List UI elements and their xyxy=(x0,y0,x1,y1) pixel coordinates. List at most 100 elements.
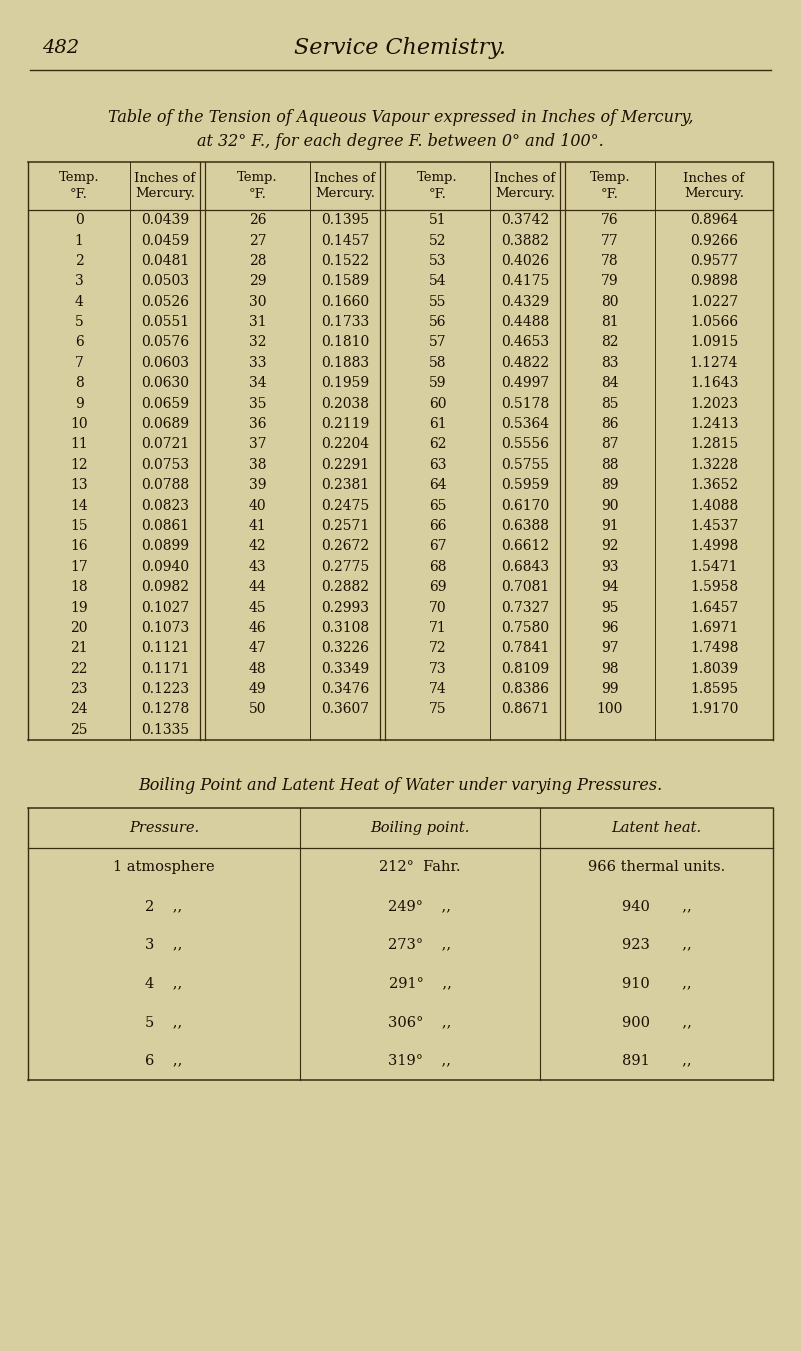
Text: 0.0659: 0.0659 xyxy=(141,397,189,411)
Text: 10: 10 xyxy=(70,417,88,431)
Text: 78: 78 xyxy=(602,254,619,267)
Text: 4    ,,: 4 ,, xyxy=(145,977,183,990)
Text: 51: 51 xyxy=(429,213,446,227)
Text: 0.1959: 0.1959 xyxy=(321,377,369,390)
Text: 19: 19 xyxy=(70,600,88,615)
Text: 3: 3 xyxy=(74,274,83,288)
Text: 1.6457: 1.6457 xyxy=(690,600,739,615)
Text: 0.0899: 0.0899 xyxy=(141,539,189,554)
Text: 923       ,,: 923 ,, xyxy=(622,938,691,951)
Text: 25: 25 xyxy=(70,723,88,736)
Text: 100: 100 xyxy=(597,703,623,716)
Text: 20: 20 xyxy=(70,621,88,635)
Text: 1.0227: 1.0227 xyxy=(690,295,739,309)
Text: 35: 35 xyxy=(249,397,266,411)
Text: 36: 36 xyxy=(249,417,266,431)
Text: 0.0689: 0.0689 xyxy=(141,417,189,431)
Text: 84: 84 xyxy=(602,377,619,390)
Text: 34: 34 xyxy=(248,377,266,390)
Text: 0.2381: 0.2381 xyxy=(321,478,369,492)
Text: 0.4329: 0.4329 xyxy=(501,295,549,309)
Text: 0.8964: 0.8964 xyxy=(690,213,738,227)
Text: 0.0551: 0.0551 xyxy=(141,315,189,330)
Text: Boiling point.: Boiling point. xyxy=(370,821,469,835)
Text: 95: 95 xyxy=(602,600,618,615)
Text: 29: 29 xyxy=(249,274,266,288)
Text: 0.3882: 0.3882 xyxy=(501,234,549,247)
Text: 4: 4 xyxy=(74,295,83,309)
Text: 0.0753: 0.0753 xyxy=(141,458,189,471)
Text: 56: 56 xyxy=(429,315,446,330)
Text: Mercury.: Mercury. xyxy=(315,188,375,200)
Text: 38: 38 xyxy=(249,458,266,471)
Text: 49: 49 xyxy=(248,682,266,696)
Text: 319°    ,,: 319° ,, xyxy=(388,1054,452,1067)
Text: 90: 90 xyxy=(602,499,618,512)
Text: 62: 62 xyxy=(429,438,446,451)
Text: 0.0503: 0.0503 xyxy=(141,274,189,288)
Text: 0.1395: 0.1395 xyxy=(321,213,369,227)
Text: 2    ,,: 2 ,, xyxy=(145,898,183,913)
Text: Service Chemistry.: Service Chemistry. xyxy=(295,36,506,59)
Text: 0.2775: 0.2775 xyxy=(321,559,369,574)
Text: 44: 44 xyxy=(248,580,267,594)
Text: Latent heat.: Latent heat. xyxy=(611,821,702,835)
Text: 24: 24 xyxy=(70,703,88,716)
Text: 7: 7 xyxy=(74,355,83,370)
Text: 0.2204: 0.2204 xyxy=(321,438,369,451)
Text: °F.: °F. xyxy=(601,188,619,200)
Text: 0.6388: 0.6388 xyxy=(501,519,549,532)
Text: 21: 21 xyxy=(70,642,88,655)
Text: 1.2023: 1.2023 xyxy=(690,397,738,411)
Text: 97: 97 xyxy=(602,642,619,655)
Text: 0.2119: 0.2119 xyxy=(321,417,369,431)
Text: 16: 16 xyxy=(70,539,88,554)
Text: Inches of: Inches of xyxy=(683,172,745,185)
Text: 0.3742: 0.3742 xyxy=(501,213,549,227)
Text: 82: 82 xyxy=(602,335,618,350)
Text: 0.5364: 0.5364 xyxy=(501,417,549,431)
Text: 0.1457: 0.1457 xyxy=(321,234,369,247)
Text: 45: 45 xyxy=(248,600,266,615)
Text: 0.9898: 0.9898 xyxy=(690,274,738,288)
Text: 0.7327: 0.7327 xyxy=(501,600,549,615)
Text: 0.7081: 0.7081 xyxy=(501,580,549,594)
Text: 33: 33 xyxy=(249,355,266,370)
Text: Boiling Point and Latent Heat of Water under varying Pressures.: Boiling Point and Latent Heat of Water u… xyxy=(139,777,662,793)
Text: 291°    ,,: 291° ,, xyxy=(388,977,452,990)
Text: 0.5959: 0.5959 xyxy=(501,478,549,492)
Text: 0.5755: 0.5755 xyxy=(501,458,549,471)
Text: 43: 43 xyxy=(248,559,266,574)
Text: 0.9577: 0.9577 xyxy=(690,254,739,267)
Text: 0.3349: 0.3349 xyxy=(321,662,369,676)
Text: 0.1027: 0.1027 xyxy=(141,600,189,615)
Text: 1.5471: 1.5471 xyxy=(690,559,739,574)
Text: 17: 17 xyxy=(70,559,88,574)
Text: 0.0439: 0.0439 xyxy=(141,213,189,227)
Text: 39: 39 xyxy=(249,478,266,492)
Text: 306°    ,,: 306° ,, xyxy=(388,1015,452,1029)
Text: 81: 81 xyxy=(602,315,619,330)
Text: 900       ,,: 900 ,, xyxy=(622,1015,691,1029)
Text: 91: 91 xyxy=(602,519,619,532)
Text: 0.4653: 0.4653 xyxy=(501,335,549,350)
Text: 0.8671: 0.8671 xyxy=(501,703,549,716)
Text: 80: 80 xyxy=(602,295,618,309)
Text: 1.0915: 1.0915 xyxy=(690,335,739,350)
Text: 0.0576: 0.0576 xyxy=(141,335,189,350)
Text: 5    ,,: 5 ,, xyxy=(145,1015,183,1029)
Text: 273°    ,,: 273° ,, xyxy=(388,938,452,951)
Text: 48: 48 xyxy=(248,662,266,676)
Text: 28: 28 xyxy=(249,254,266,267)
Text: 71: 71 xyxy=(429,621,446,635)
Text: Inches of: Inches of xyxy=(314,172,376,185)
Text: 0.4026: 0.4026 xyxy=(501,254,549,267)
Text: 0.9266: 0.9266 xyxy=(690,234,738,247)
Text: 73: 73 xyxy=(429,662,446,676)
Text: 3    ,,: 3 ,, xyxy=(145,938,183,951)
Text: 11: 11 xyxy=(70,438,88,451)
Text: 0.1171: 0.1171 xyxy=(141,662,189,676)
Text: 31: 31 xyxy=(248,315,266,330)
Text: 37: 37 xyxy=(248,438,266,451)
Text: 0.1522: 0.1522 xyxy=(321,254,369,267)
